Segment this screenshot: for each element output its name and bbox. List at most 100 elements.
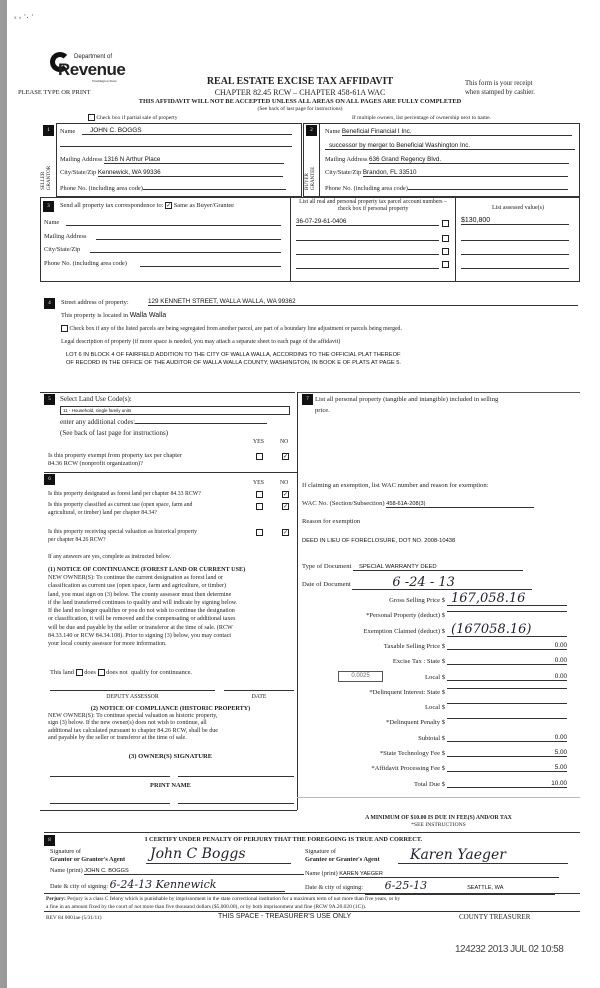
- compliance-title: (2) NOTICE OF COMPLIANCE (HISTORIC PROPE…: [90, 705, 251, 712]
- fee-value[interactable]: 10.00: [447, 780, 567, 788]
- doc-date-value[interactable]: 6 -24 - 13: [352, 576, 533, 590]
- fee-label: *State Technology Fee $: [379, 750, 445, 757]
- fee-label: Local $: [425, 704, 445, 712]
- warning-text: THIS AFFIDAVIT WILL NOT BE ACCEPTED UNLE…: [138, 98, 462, 105]
- personal-property-checkbox[interactable]: [442, 220, 449, 227]
- sec3-phone-field[interactable]: Phone No. (including area code): [44, 260, 281, 267]
- exemption-prompt: If claiming an exemption, list WAC numbe…: [302, 482, 489, 489]
- fee-value[interactable]: 0.00: [447, 642, 567, 650]
- grantor-name-value[interactable]: JOHN C. BOGGS: [84, 868, 305, 875]
- grantee-name-value[interactable]: KAREN YAEGER: [339, 871, 560, 878]
- street-address-value[interactable]: 129 KENNETH STREET, WALLA WALLA, WA 9936…: [148, 298, 578, 306]
- exempt-yes-checkbox[interactable]: [256, 453, 263, 460]
- fee-label: *Personal Property (deduct) $: [366, 612, 445, 620]
- label: City/State/Zip: [60, 169, 97, 176]
- buyer-phone-field[interactable]: Phone No. (including area code): [325, 184, 568, 192]
- fee-label: Subtotal $: [418, 734, 445, 742]
- buyer-mail-value[interactable]: 636 Grand Regency Blvd.: [369, 156, 570, 164]
- sec3-city-field[interactable]: City/State/Zip: [44, 246, 281, 253]
- additional-codes-field[interactable]: enter any additional codes:: [60, 418, 268, 426]
- personal-property-checkbox[interactable]: [442, 261, 449, 268]
- wac-field[interactable]: WAC No. (Section/Subsection) 458-61A-208…: [302, 500, 535, 508]
- assessed-value-1[interactable]: $130,800: [461, 217, 569, 225]
- buyer-name-value[interactable]: Beneficial Financial I Inc.: [341, 128, 572, 136]
- doc-date-field[interactable]: Date of Document 6 -24 - 13: [302, 576, 533, 591]
- fee-value[interactable]: [447, 611, 567, 613]
- fee-label: *Delinquent Interest: State $: [369, 688, 445, 696]
- does-not-checkbox[interactable]: [97, 669, 105, 677]
- label: WAC No. (Section/Subsection): [302, 500, 385, 507]
- treasurer-space-label: THIS SPACE - TREASURER'S USE ONLY: [218, 913, 352, 920]
- label: Signature of: [50, 848, 81, 855]
- owner-signature-title: (3) OWNER(S) SIGNATURE: [128, 753, 213, 760]
- historic-no-checkbox[interactable]: ✓: [282, 529, 289, 536]
- fee-value[interactable]: 5.00: [447, 764, 567, 773]
- fee-value[interactable]: 0.00: [447, 734, 567, 742]
- same-as-buyer-checkbox[interactable]: ✓: [165, 202, 173, 210]
- current-use-yes-checkbox[interactable]: [256, 503, 263, 510]
- parcel-number-1[interactable]: 36-07-29-61-0406: [296, 218, 439, 226]
- fee-label: *Delinquent Penalty $: [386, 719, 445, 727]
- label: enter any additional codes:: [60, 418, 136, 426]
- seller-city-value[interactable]: Kennewick, WA 99336: [97, 169, 283, 177]
- personal-property-prompt-2: price.: [315, 407, 330, 414]
- seller-city-field[interactable]: City/State/Zip Kennewick, WA 99336: [60, 169, 283, 177]
- paragraph-line: your local county assessor for more info…: [48, 641, 167, 648]
- label: Name: [60, 128, 76, 135]
- fee-value[interactable]: 167,058.16: [447, 592, 567, 606]
- partial-sale-checkbox[interactable]: Check box if partial sale of property: [88, 114, 178, 121]
- scan-marks: ₓ , ·. ·: [14, 10, 34, 20]
- reason-label: Reason for exemption: [302, 518, 361, 525]
- buyer-name-field[interactable]: Name Beneficial Financial I Inc.: [325, 128, 572, 136]
- doc-type-field[interactable]: Type of Document SPECIAL WARRANTY DEED: [302, 563, 523, 571]
- buyer-name-line-2[interactable]: successor by merger to Beneficial Washin…: [325, 142, 575, 150]
- street-address-label: Street address of property:: [61, 299, 129, 306]
- fee-value[interactable]: 5.00: [447, 749, 567, 757]
- section-number: 8: [44, 835, 55, 846]
- seller-name-field[interactable]: Name JOHN C. BOGGS: [60, 127, 295, 135]
- label: Check box if any of the listed parcels a…: [69, 325, 402, 332]
- current-use-no-checkbox[interactable]: ✓: [282, 503, 289, 510]
- does-checkbox[interactable]: [75, 669, 83, 677]
- land-use-code-select[interactable]: 11 - Household, single family units: [60, 406, 290, 415]
- seller-mail-field[interactable]: Mailing Address 1316 N Arthur Place: [60, 156, 285, 164]
- grantee-date-value[interactable]: 6-25-13: [384, 879, 428, 892]
- personal-property-checkbox[interactable]: [442, 235, 449, 242]
- segregated-checkbox[interactable]: Check box if any of the listed parcels a…: [61, 325, 402, 332]
- buyer-city-value[interactable]: Brandon, FL 33510: [362, 169, 568, 177]
- grantor-date-city-value[interactable]: 6-24-13 Kennewick: [109, 879, 285, 892]
- grantee-city-value[interactable]: SEATTLE, WA: [467, 885, 504, 891]
- sec3-name-field[interactable]: Name: [44, 219, 281, 226]
- fee-value[interactable]: [447, 703, 567, 705]
- doc-type-value[interactable]: SPECIAL WARRANTY DEED: [353, 564, 523, 571]
- fee-value[interactable]: [447, 687, 567, 689]
- q-line: agricultural, or timber) land per chapte…: [48, 509, 157, 516]
- label: a fine in an amount fixed by the court o…: [46, 903, 367, 910]
- grantor-signature-field[interactable]: Signature of Grantor or Grantor's Agent: [50, 848, 125, 864]
- paragraph-line: if the land transferred continues to qua…: [48, 599, 238, 606]
- buyer-mail-field[interactable]: Mailing Address 636 Grand Regency Blvd.: [325, 156, 570, 164]
- buyer-city-field[interactable]: City/State/Zip Brandon, FL 33510: [325, 169, 568, 177]
- fee-value[interactable]: 0.00: [447, 657, 567, 666]
- seller-name-value[interactable]: JOHN C. BOGGS: [82, 127, 292, 135]
- seller-mail-value[interactable]: 1316 N Arthur Place: [104, 156, 285, 164]
- current-use-question: Is this property classified as current u…: [48, 502, 192, 517]
- personal-property-checkbox[interactable]: [442, 248, 449, 255]
- fee-value[interactable]: (167058.16): [447, 623, 567, 637]
- fee-value[interactable]: [447, 718, 567, 720]
- exempt-no-checkbox[interactable]: ✓: [282, 453, 289, 460]
- wac-value[interactable]: 458-61A-208(3): [386, 501, 535, 508]
- yes-header: YES: [253, 439, 264, 445]
- fee-value[interactable]: 0.00: [447, 673, 567, 681]
- label: Type of Document: [302, 563, 352, 570]
- label: This property is located in: [61, 312, 129, 319]
- grantor-date-city-field: Date & city of signing: 6-24-13 Kennewic…: [50, 879, 285, 893]
- forest-no-checkbox[interactable]: ✓: [282, 491, 289, 498]
- sec3-mail-field[interactable]: Mailing Address: [44, 233, 281, 240]
- seller-phone-field[interactable]: Phone No. (including area code): [60, 184, 286, 192]
- section-number: 4: [44, 298, 55, 309]
- historic-yes-checkbox[interactable]: [256, 529, 263, 536]
- forest-yes-checkbox[interactable]: [256, 491, 263, 498]
- continuance-text: NEW OWNER(S): To continue the current de…: [48, 574, 237, 649]
- grantee-signature-field[interactable]: Signature of Grantee or Grantee's Agent: [305, 848, 380, 864]
